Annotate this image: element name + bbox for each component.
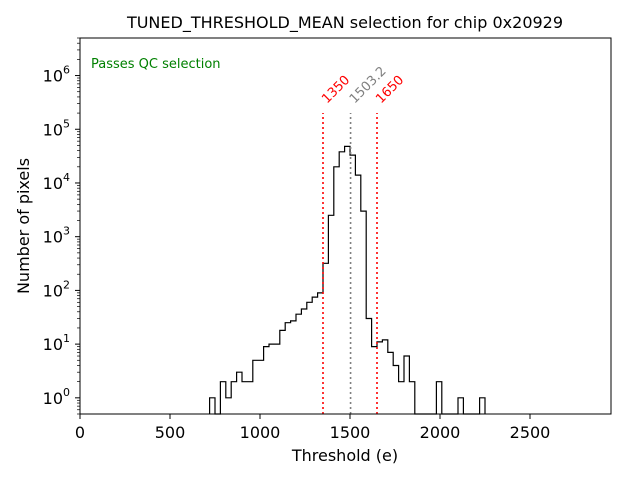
histogram-step-line: [209, 145, 486, 415]
chart-title: TUNED_THRESHOLD_MEAN selection for chip …: [126, 13, 563, 33]
y-tick-label: 102: [43, 278, 70, 300]
y-tick-label: 106: [43, 64, 70, 86]
y-tick-label: 103: [43, 225, 70, 247]
y-tick-label: 100: [43, 386, 70, 408]
qc-annotation: Passes QC selection: [91, 57, 221, 72]
y-tick-label: 105: [43, 117, 70, 139]
plot-frame: [79, 37, 612, 415]
x-tick-label: 0: [75, 423, 85, 442]
x-tick-label: 1000: [240, 423, 281, 442]
vline-label-1350: 1350: [319, 73, 353, 107]
y-axis-title: Number of pixels: [14, 158, 33, 294]
x-axis: 0 500 1000 1500 2000 2500: [75, 414, 550, 442]
x-tick-label: 1500: [330, 423, 371, 442]
y-axis: 100 101 102 103 104 105 106: [43, 37, 80, 415]
x-tick-label: 2500: [510, 423, 551, 442]
x-axis-title: Threshold (e): [291, 446, 398, 465]
x-tick-label: 2000: [420, 423, 461, 442]
y-tick-label: 104: [43, 171, 70, 193]
x-tick-label: 500: [155, 423, 186, 442]
y-tick-label: 101: [43, 332, 70, 354]
